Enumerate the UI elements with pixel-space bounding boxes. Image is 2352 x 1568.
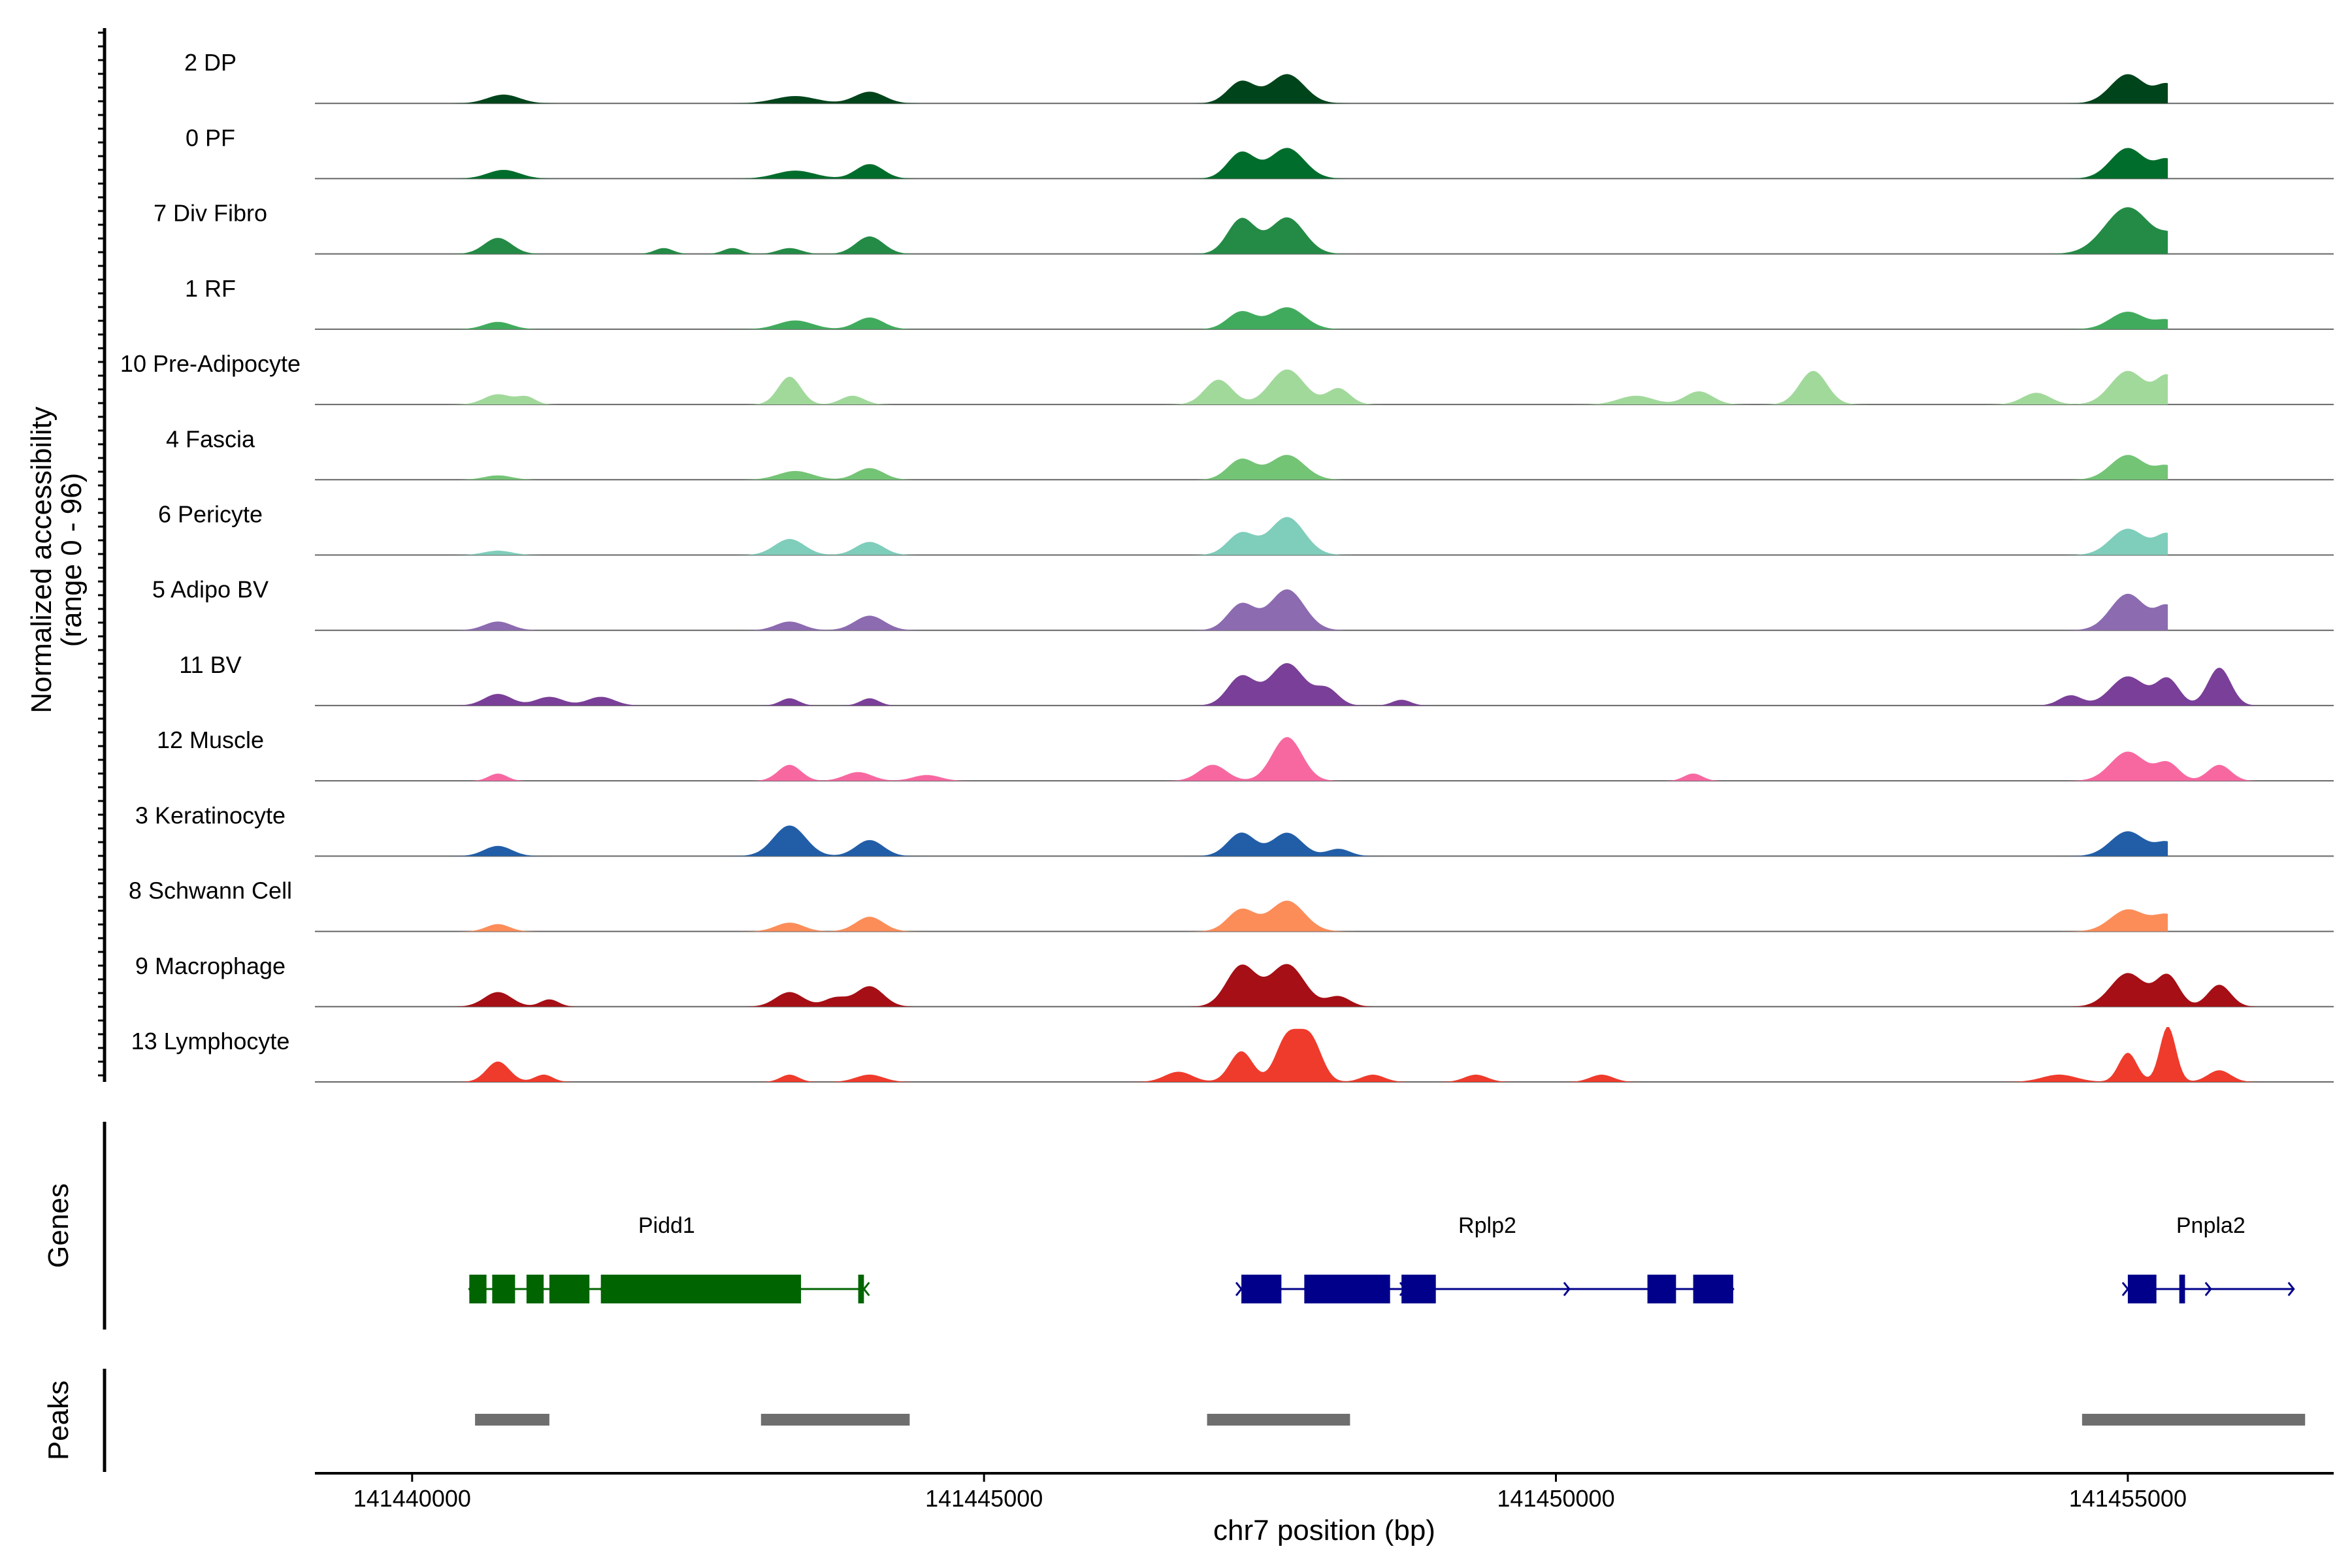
peak-region — [2082, 1414, 2306, 1426]
track-signal-area — [378, 964, 2277, 1007]
strand-arrow — [862, 1282, 870, 1296]
track-signal-area — [406, 369, 2168, 405]
genes-layer: Pidd1 Rplp2 Pnpla2 — [468, 1213, 2295, 1303]
strand-arrow — [2121, 1282, 2129, 1296]
gene-label: Pidd1 — [638, 1213, 695, 1238]
track-10: 12 Muscle — [157, 727, 2334, 782]
track-label: 10 Pre-Adipocyte — [120, 350, 301, 377]
x-axis-title: chr7 position (bp) — [1213, 1514, 1435, 1546]
track-label: 4 Fascia — [166, 425, 255, 452]
x-tick-label: 141445000 — [925, 1485, 1043, 1512]
strand-arrow — [1563, 1282, 1571, 1296]
track-14: 13 Lymphocyte — [131, 1027, 2334, 1083]
exon-block — [2127, 1275, 2157, 1303]
accessibility-axis-ticks — [98, 31, 105, 1077]
track-label: 12 Muscle — [157, 727, 264, 753]
track-signal-area — [406, 207, 2168, 254]
exon-block — [858, 1275, 864, 1303]
track-8: 5 Adipo BV — [152, 576, 2334, 631]
exon-block — [1401, 1275, 1436, 1303]
exon-block — [492, 1275, 515, 1303]
track-signal-area — [378, 663, 2277, 706]
gene-pnpla2: Pnpla2 — [2121, 1213, 2295, 1303]
track-label: 8 Schwann Cell — [129, 877, 292, 904]
track-label: 2 DP — [184, 49, 237, 76]
exon-block — [526, 1275, 544, 1303]
track-5: 10 Pre-Adipocyte — [120, 350, 2334, 406]
x-tick-label: 141450000 — [1497, 1485, 1614, 1512]
track-label: 9 Macrophage — [135, 953, 286, 979]
exon-block — [549, 1275, 590, 1303]
track-label: 13 Lymphocyte — [131, 1028, 290, 1054]
track-signal-area — [406, 900, 2168, 932]
peak-region — [475, 1414, 549, 1426]
exon-block — [1647, 1275, 1676, 1303]
exon-block — [600, 1275, 802, 1303]
exon-block — [469, 1275, 487, 1303]
track-6: 4 Fascia — [166, 425, 2334, 481]
x-tick-label: 141440000 — [353, 1485, 471, 1512]
track-4: 1 RF — [185, 275, 2334, 330]
gene-pidd1: Pidd1 — [468, 1213, 870, 1303]
track-signal-area — [406, 825, 2168, 857]
peaks-panel-label: Peaks — [42, 1380, 74, 1460]
track-label: 5 Adipo BV — [152, 576, 269, 603]
track-11: 3 Keratinocyte — [135, 802, 2334, 857]
exon-block — [2179, 1275, 2185, 1303]
track-signal-area — [406, 74, 2168, 104]
track-signal-area — [406, 589, 2168, 630]
track-7: 6 Pericyte — [158, 501, 2334, 556]
gene-rplp2: Rplp2 — [1235, 1213, 1735, 1303]
peaks-layer — [475, 1414, 2306, 1426]
track-signal-area — [378, 737, 2277, 781]
strand-arrow — [2287, 1282, 2295, 1296]
track-label: 11 BV — [179, 651, 241, 678]
peak-region — [1207, 1414, 1350, 1426]
tracks-layer: 2 DP 0 PF 7 Div Fibro 1 RF 10 Pre-Adipocyte 4… — [120, 49, 2334, 1083]
track-signal-area — [406, 307, 2168, 329]
track-signal-area — [406, 148, 2168, 179]
track-1: 2 DP — [184, 49, 2334, 105]
track-label: 3 Keratinocyte — [135, 802, 286, 828]
track-2: 0 PF — [186, 124, 2334, 180]
gene-label: Pnpla2 — [2176, 1213, 2246, 1238]
track-13: 9 Macrophage — [135, 953, 2334, 1007]
exon-block — [1693, 1275, 1733, 1303]
exon-block — [1304, 1275, 1390, 1303]
track-9: 11 BV — [179, 651, 2334, 706]
y-axis-range: (range 0 - 96) — [56, 473, 88, 647]
genes-panel-label: Genes — [42, 1183, 74, 1268]
track-12: 8 Schwann Cell — [129, 877, 2334, 932]
track-signal-area — [406, 455, 2168, 480]
strand-arrow — [2204, 1282, 2212, 1296]
y-axis-title: Normalized accessibility — [25, 406, 57, 713]
exon-block — [1241, 1275, 1282, 1303]
x-axis-ticks: 141440000 141445000 141450000 141455000 — [353, 1473, 2187, 1512]
strand-arrow — [1235, 1282, 1243, 1296]
track-3: 7 Div Fibro — [154, 200, 2334, 255]
track-signal-area — [406, 517, 2168, 555]
gene-label: Rplp2 — [1458, 1213, 1516, 1238]
track-label: 0 PF — [186, 124, 235, 151]
track-label: 7 Div Fibro — [154, 200, 267, 227]
track-label: 6 Pericyte — [158, 501, 263, 528]
x-tick-label: 141455000 — [2069, 1485, 2187, 1512]
peak-region — [760, 1414, 910, 1426]
track-label: 1 RF — [185, 275, 236, 302]
track-signal-area — [378, 1027, 2277, 1082]
